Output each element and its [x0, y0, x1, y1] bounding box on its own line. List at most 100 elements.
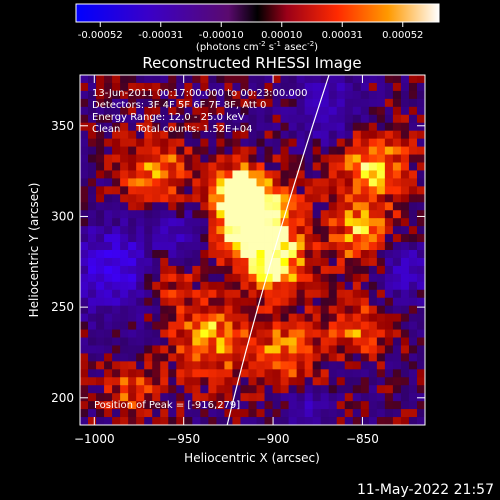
image-pixel: [104, 361, 113, 370]
image-pixel: [192, 273, 201, 283]
image-pixel: [152, 186, 161, 195]
image-pixel: [120, 162, 129, 171]
image-pixel: [416, 377, 425, 386]
image-pixel: [312, 242, 322, 251]
image-pixel: [368, 257, 378, 267]
image-pixel: [152, 417, 161, 425]
image-pixel: [152, 178, 161, 187]
image-pixel: [240, 273, 249, 283]
image-pixel: [216, 369, 225, 378]
image-pixel: [104, 345, 113, 354]
image-pixel: [408, 273, 418, 283]
image-pixel: [376, 297, 386, 307]
image-pixel: [152, 305, 161, 315]
image-pixel: [416, 226, 425, 235]
image-pixel: [224, 281, 233, 291]
image-pixel: [272, 305, 281, 315]
image-pixel: [168, 138, 177, 147]
image-pixel: [280, 154, 289, 163]
image-pixel: [328, 393, 338, 402]
image-pixel: [128, 417, 137, 425]
image-pixel: [120, 146, 129, 155]
image-pixel: [184, 106, 193, 116]
image-pixel: [416, 289, 425, 299]
image-pixel: [128, 409, 137, 418]
image-pixel: [96, 218, 105, 227]
image-pixel: [192, 210, 201, 219]
image-pixel: [256, 114, 265, 124]
image-pixel: [184, 417, 193, 425]
image-pixel: [176, 401, 185, 410]
image-pixel: [400, 289, 410, 299]
image-pixel: [208, 369, 217, 378]
image-pixel: [224, 313, 233, 322]
image-pixel: [296, 162, 306, 171]
image-pixel: [360, 146, 370, 155]
image-pixel: [168, 82, 177, 92]
image-pixel: [336, 417, 346, 425]
image-pixel: [392, 98, 402, 108]
image-pixel: [344, 409, 354, 418]
image-pixel: [88, 234, 97, 243]
image-pixel: [136, 234, 145, 243]
image-pixel: [88, 226, 97, 235]
image-pixel: [344, 353, 354, 362]
image-pixel: [112, 130, 121, 140]
image-pixel: [96, 289, 105, 299]
image-pixel: [96, 313, 105, 322]
image-pixel: [144, 393, 153, 402]
image-pixel: [384, 281, 394, 291]
image-pixel: [400, 281, 410, 291]
image-pixel: [192, 353, 201, 362]
image-pixel: [384, 114, 394, 124]
image-pixel: [88, 265, 97, 275]
image-pixel: [296, 154, 306, 163]
image-pixel: [336, 305, 346, 315]
image-pixel: [224, 130, 233, 140]
image-pixel: [320, 122, 330, 132]
image-pixel: [288, 226, 298, 235]
image-pixel: [360, 194, 370, 203]
image-pixel: [104, 186, 113, 195]
image-pixel: [272, 257, 281, 267]
image-pixel: [272, 393, 281, 402]
image-pixel: [168, 289, 177, 299]
image-pixel: [344, 385, 354, 394]
image-pixel: [328, 75, 338, 84]
image-pixel: [176, 226, 185, 235]
image-pixel: [176, 154, 185, 163]
image-pixel: [416, 417, 425, 425]
image-pixel: [368, 337, 378, 346]
image-pixel: [96, 114, 105, 124]
image-pixel: [376, 265, 386, 275]
image-pixel: [200, 75, 209, 84]
image-pixel: [248, 226, 257, 235]
image-pixel: [312, 250, 322, 259]
image-pixel: [248, 194, 257, 203]
image-pixel: [152, 369, 161, 378]
image-pixel: [248, 417, 257, 425]
image-pixel: [80, 162, 89, 171]
image-pixel: [256, 337, 265, 346]
image-pixel: [136, 257, 145, 267]
image-pixel: [264, 234, 273, 243]
image-pixel: [256, 289, 265, 299]
image-pixel: [312, 226, 322, 235]
image-pixel: [216, 178, 225, 187]
image-pixel: [144, 242, 153, 251]
image-pixel: [248, 337, 257, 346]
image-pixel: [224, 154, 233, 163]
image-pixel: [248, 401, 257, 410]
image-pixel: [96, 162, 105, 171]
image-pixel: [408, 202, 418, 211]
image-pixel: [312, 281, 322, 291]
image-pixel: [272, 75, 281, 84]
image-pixel: [272, 289, 281, 299]
image-pixel: [360, 114, 370, 124]
image-pixel: [168, 281, 177, 291]
colorbar-tick-label: 0.00010: [261, 30, 302, 41]
image-pixel: [200, 281, 209, 291]
image-pixel: [208, 337, 217, 346]
image-pixel: [128, 82, 137, 92]
image-pixel: [112, 345, 121, 354]
